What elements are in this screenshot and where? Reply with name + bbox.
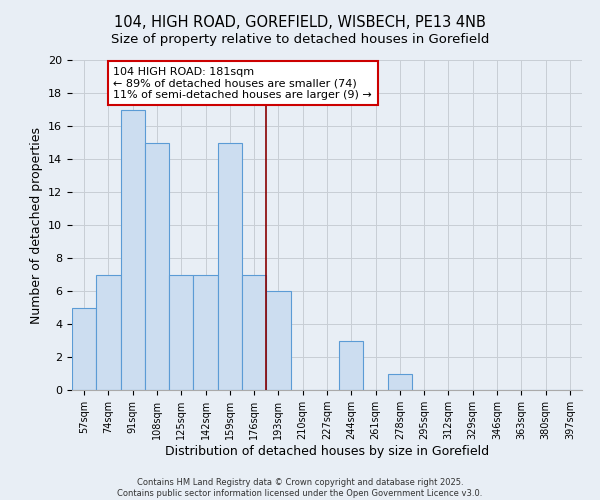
Text: 104 HIGH ROAD: 181sqm
← 89% of detached houses are smaller (74)
11% of semi-deta: 104 HIGH ROAD: 181sqm ← 89% of detached …: [113, 66, 372, 100]
X-axis label: Distribution of detached houses by size in Gorefield: Distribution of detached houses by size …: [165, 445, 489, 458]
Bar: [339, 340, 364, 390]
Text: 104, HIGH ROAD, GOREFIELD, WISBECH, PE13 4NB: 104, HIGH ROAD, GOREFIELD, WISBECH, PE13…: [114, 15, 486, 30]
Bar: [96, 274, 121, 390]
Bar: [218, 142, 242, 390]
Text: Size of property relative to detached houses in Gorefield: Size of property relative to detached ho…: [111, 32, 489, 46]
Bar: [121, 110, 145, 390]
Y-axis label: Number of detached properties: Number of detached properties: [29, 126, 43, 324]
Bar: [145, 142, 169, 390]
Text: Contains HM Land Registry data © Crown copyright and database right 2025.
Contai: Contains HM Land Registry data © Crown c…: [118, 478, 482, 498]
Bar: [266, 291, 290, 390]
Bar: [388, 374, 412, 390]
Bar: [242, 274, 266, 390]
Bar: [169, 274, 193, 390]
Bar: [72, 308, 96, 390]
Bar: [193, 274, 218, 390]
